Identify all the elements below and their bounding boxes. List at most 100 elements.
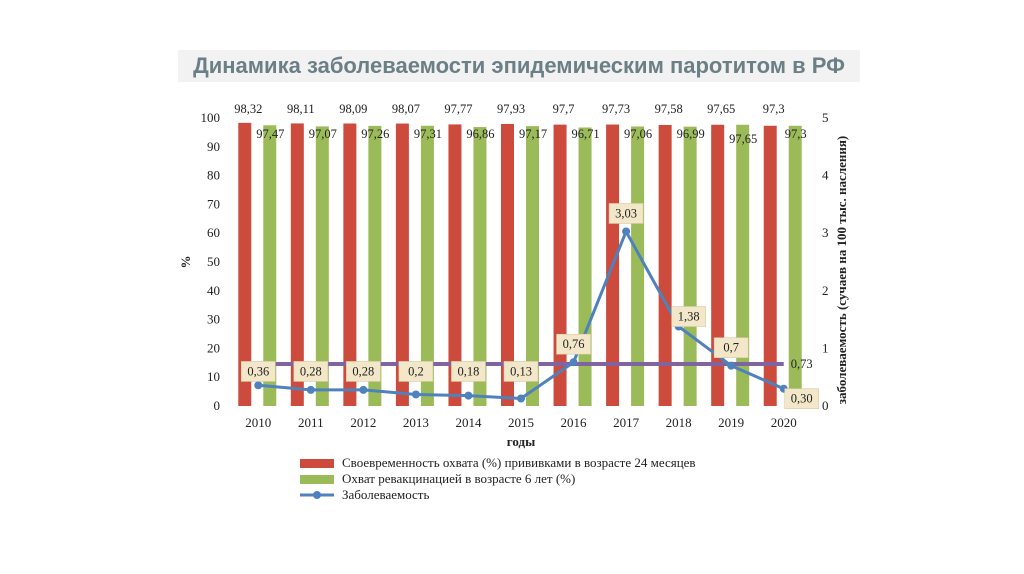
bar-green xyxy=(788,125,802,406)
incidence-label-box xyxy=(671,306,706,327)
bar-green-label: 97,65 xyxy=(729,132,757,146)
incidence-label: 0,18 xyxy=(458,364,480,378)
bar-green-label: 97,17 xyxy=(519,127,547,141)
incidence-label: 0,76 xyxy=(563,337,585,351)
y-tick-label: 30 xyxy=(207,312,220,327)
bar-red-label: 98,09 xyxy=(339,102,367,116)
incidence-label: 0,28 xyxy=(352,364,374,378)
legend-swatch xyxy=(300,459,334,468)
bar-red-label: 97,3 xyxy=(763,102,785,116)
incidence-point xyxy=(464,391,473,400)
x-tick-label: 2014 xyxy=(455,415,482,430)
incidence-label: 0,28 xyxy=(300,364,322,378)
bar-red-label: 97,73 xyxy=(602,102,630,116)
y-tick-label: 10 xyxy=(207,369,220,384)
x-tick-label: 2013 xyxy=(403,415,429,430)
incidence-label: 0,30 xyxy=(791,392,813,406)
y2-tick-label: 3 xyxy=(822,225,829,240)
y2-tick-label: 5 xyxy=(822,110,829,125)
incidence-label-box xyxy=(713,337,749,358)
incidence-label-box xyxy=(608,203,644,224)
incidence-label: 0,7 xyxy=(723,341,739,355)
y-tick-label: 40 xyxy=(207,283,220,298)
legend-label: Охват ревакцинацией в возрасте 6 лет (%) xyxy=(342,471,575,486)
bar-red-label: 97,7 xyxy=(553,102,575,116)
y2-tick-label: 4 xyxy=(822,168,829,183)
x-tick-label: 2019 xyxy=(718,415,744,430)
bar-red-label: 98,07 xyxy=(392,102,420,116)
y-tick-label: 50 xyxy=(207,254,220,269)
y-axis-title: % xyxy=(178,256,193,269)
bar-green xyxy=(631,126,645,407)
bar-green-label: 96,99 xyxy=(677,127,705,141)
bar-red xyxy=(395,123,409,406)
incidence-label: 0,36 xyxy=(247,364,269,378)
x-tick-label: 2012 xyxy=(350,415,376,430)
x-axis-title: годы xyxy=(507,434,535,449)
bar-green xyxy=(526,126,539,407)
incidence-label-box xyxy=(240,361,276,382)
chart-title: Динамика заболеваемости эпидемическим па… xyxy=(193,53,845,78)
incidence-label: 1,38 xyxy=(678,310,700,324)
y-tick-label: 100 xyxy=(201,110,221,125)
incidence-label: 0,13 xyxy=(510,364,532,378)
bar-red-label: 97,77 xyxy=(444,102,472,116)
x-tick-label: 2017 xyxy=(613,415,640,430)
bar-red-label: 98,32 xyxy=(234,102,262,116)
incidence-point xyxy=(306,385,315,394)
bar-green-label: 97,3 xyxy=(785,127,807,141)
incidence-label-box xyxy=(503,361,539,382)
bar-green xyxy=(263,125,277,406)
bar-red-label: 98,11 xyxy=(287,102,315,116)
incidence-point xyxy=(569,358,578,367)
incidence-point xyxy=(254,381,263,390)
x-tick-label: 2011 xyxy=(298,415,324,430)
incidence-point xyxy=(517,394,525,403)
incidence-point xyxy=(727,361,736,370)
bar-green xyxy=(315,126,329,406)
bar-red xyxy=(343,123,357,407)
bar-green-label: 97,47 xyxy=(256,127,284,141)
incidence-label-box xyxy=(451,361,486,382)
y-tick-label: 20 xyxy=(207,340,220,355)
legend-swatch xyxy=(300,475,334,484)
x-tick-label: 2015 xyxy=(508,415,534,430)
y-tick-label: 70 xyxy=(207,196,220,211)
y-tick-label: 80 xyxy=(207,168,220,183)
y2-tick-label: 1 xyxy=(822,340,829,355)
incidence-label-box xyxy=(398,361,434,382)
bar-green-label: 97,06 xyxy=(624,127,652,141)
bar-red xyxy=(290,123,304,406)
bar-red xyxy=(763,125,777,406)
x-tick-label: 2020 xyxy=(771,415,797,430)
incidence-label: 0,2 xyxy=(408,364,424,378)
incidence-point xyxy=(359,385,368,394)
x-tick-label: 2016 xyxy=(561,415,588,430)
bar-green-label: 96,86 xyxy=(466,127,494,141)
y2-tick-label: 0 xyxy=(822,398,829,413)
incidence-point xyxy=(622,227,631,236)
bar-green-label: 97,31 xyxy=(414,127,442,141)
y-tick-label: 0 xyxy=(214,398,221,413)
x-tick-label: 2018 xyxy=(666,415,692,430)
bar-red xyxy=(711,124,725,406)
bar-red xyxy=(658,124,672,406)
bar-green-label: 97,26 xyxy=(361,127,389,141)
bar-green xyxy=(368,125,382,406)
bar-red-label: 97,93 xyxy=(497,102,525,116)
bar-red xyxy=(238,122,252,406)
bar-green xyxy=(420,125,434,407)
incidence-label-box xyxy=(346,361,381,382)
legend-marker xyxy=(313,491,321,499)
legend-label: Своевременность охвата (%) прививками в … xyxy=(342,455,696,470)
bar-green-label: 96,71 xyxy=(571,127,599,141)
reference-line-label: 0,73 xyxy=(791,357,813,371)
y2-tick-label: 2 xyxy=(822,283,829,298)
title-band xyxy=(178,50,860,82)
incidence-label-box xyxy=(784,388,820,410)
bar-red-label: 97,65 xyxy=(707,102,735,116)
x-tick-label: 2010 xyxy=(245,415,271,430)
incidence-label: 3,03 xyxy=(615,206,637,220)
bar-red xyxy=(448,124,462,407)
